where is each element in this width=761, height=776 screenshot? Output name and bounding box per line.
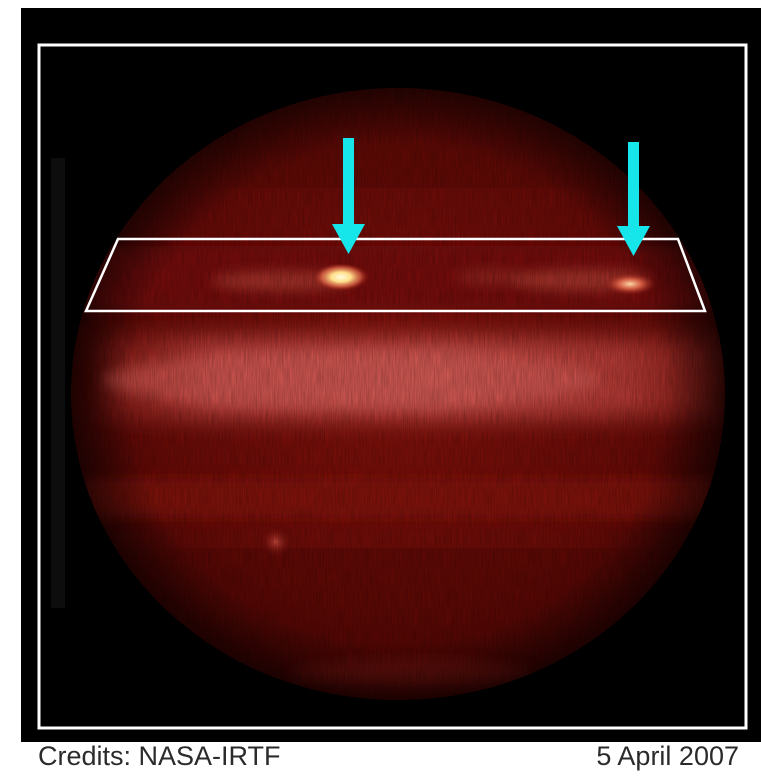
date-caption: 5 April 2007 <box>596 741 739 771</box>
sensor-streak <box>51 158 65 608</box>
image-frame <box>37 43 748 730</box>
credits-caption: Credits: NASA-IRTF <box>38 741 281 771</box>
arrow-right-icon <box>617 142 650 256</box>
image-panel <box>21 8 761 742</box>
hot-spot-right <box>604 273 656 295</box>
arrow-left-icon <box>332 138 365 254</box>
highlight-region-box <box>84 237 707 313</box>
hot-spot-left <box>313 263 369 291</box>
jupiter-infrared-image <box>37 43 748 730</box>
